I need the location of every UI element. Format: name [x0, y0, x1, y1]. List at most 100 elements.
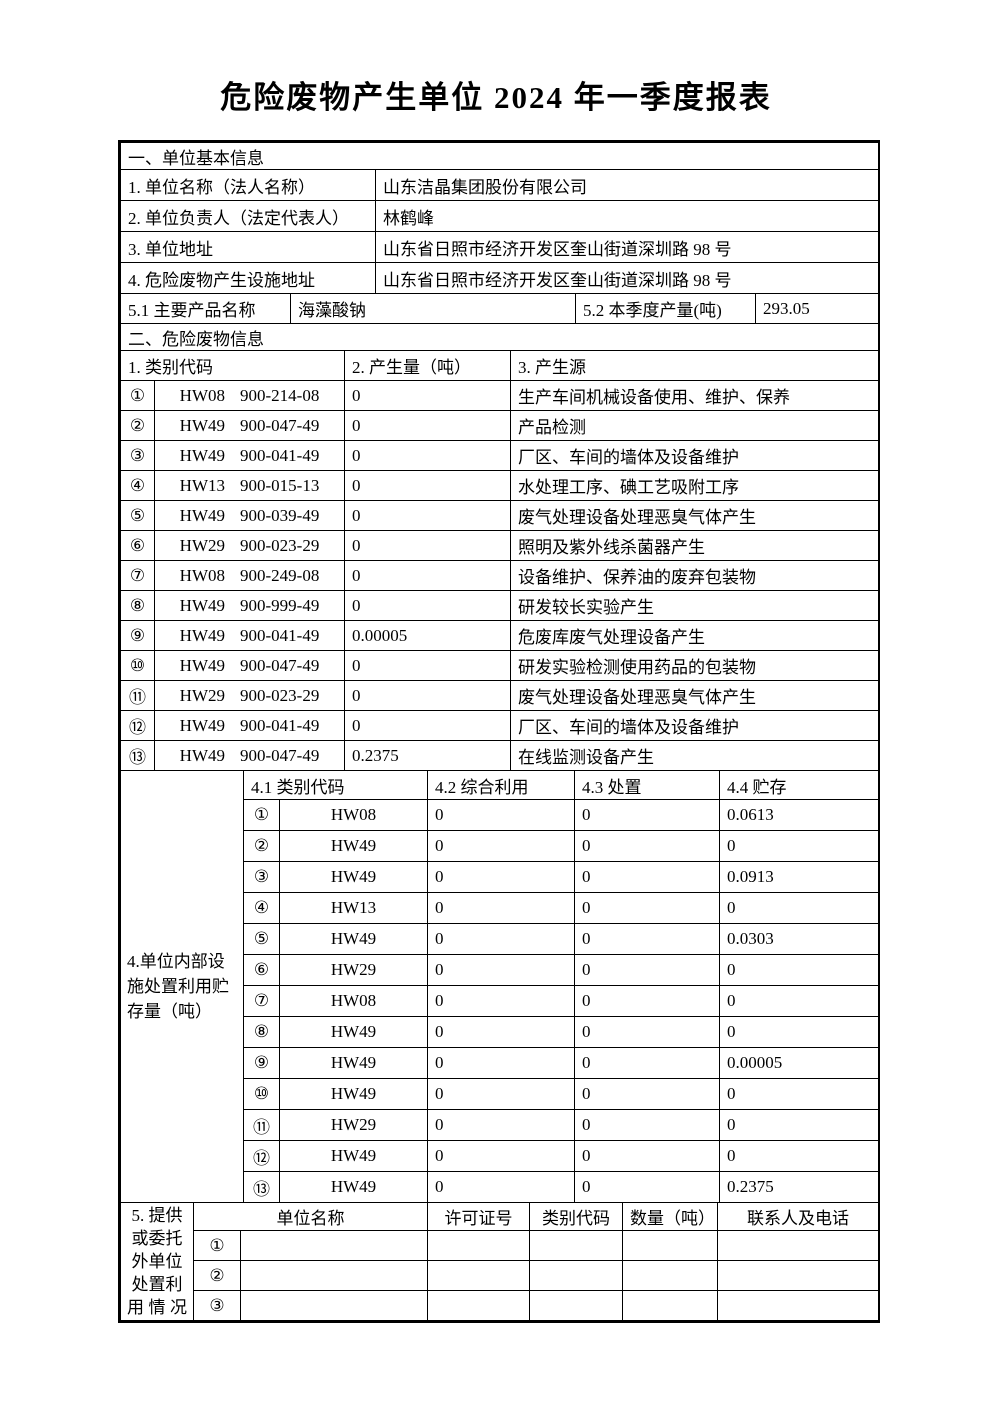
waste-source: 生产车间机械设备使用、维护、保养	[510, 380, 879, 411]
waste-amount: 0	[344, 650, 511, 681]
page-title: 危险废物产生单位 2024 年一季度报表	[220, 80, 772, 115]
quarter-output-label: 5.2 本季度产量(吨)	[575, 293, 756, 324]
hw-class: HW49	[279, 1171, 428, 1203]
waste-code: HW49 900-041-49	[154, 620, 345, 651]
row-number: ⑬	[243, 1171, 280, 1203]
category-cell	[529, 1260, 623, 1291]
code-value: 900-041-49	[240, 625, 320, 645]
waste-amount: 0	[344, 440, 511, 471]
code-value: 900-023-29	[240, 535, 320, 555]
waste-code: HW29 900-023-29	[154, 530, 345, 561]
storage-value: 0.2375	[719, 1171, 879, 1203]
waste-code: HW49 900-999-49	[154, 590, 345, 621]
waste-amount: 0	[344, 560, 511, 591]
waste-source: 废气处理设备处理恶臭气体产生	[510, 500, 879, 531]
row-number: ①	[120, 380, 155, 411]
hw-class: HW08	[279, 799, 428, 831]
storage-value: 0	[719, 1078, 879, 1110]
waste-row: ⑧ HW49 900-999-49 0 研发较长实验产生	[120, 590, 879, 621]
reuse-value: 0	[427, 1078, 575, 1110]
hw-class: HW49	[179, 715, 225, 735]
storage-value: 0	[719, 1140, 879, 1172]
section1-header: 一、单位基本信息	[120, 142, 879, 170]
unit-name-value: 山东洁晶集团股份有限公司	[375, 169, 879, 201]
disposal-row: ⑩ HW49 0 0 0	[121, 1078, 879, 1110]
hw-class: HW49	[179, 745, 225, 765]
section4-label: 4.单位内部设施处置利用贮存量（吨）	[120, 770, 244, 1203]
unit-address-value: 山东省日照市经济开发区奎山街道深圳路 98 号	[375, 231, 879, 263]
dispose-value: 0	[574, 1016, 720, 1048]
dispose-value: 0	[574, 1140, 720, 1172]
table-row: 3. 单位地址 山东省日照市经济开发区奎山街道深圳路 98 号	[120, 231, 879, 263]
storage-value: 0.0913	[719, 861, 879, 893]
dispose-value: 0	[574, 1109, 720, 1141]
waste-source: 水处理工序、碘工艺吸附工序	[510, 470, 879, 501]
hw-class: HW49	[179, 655, 225, 675]
row-number: ④	[243, 892, 280, 924]
row-number: ⑥	[243, 954, 280, 986]
dispose-value: 0	[574, 1047, 720, 1079]
row-number: ⑧	[243, 1016, 280, 1048]
row-number: ①	[243, 799, 280, 831]
waste-amount: 0.2375	[344, 740, 511, 771]
unit-name-cell	[240, 1290, 428, 1321]
col-header-code: 1. 类别代码	[120, 350, 345, 381]
hw-class: HW49	[279, 861, 428, 893]
col-header-amount: 2. 产生量（吨）	[344, 350, 511, 381]
storage-value: 0	[719, 985, 879, 1017]
quantity-cell	[622, 1260, 718, 1291]
category-cell	[529, 1290, 623, 1321]
hw-class: HW13	[279, 892, 428, 924]
waste-source: 在线监测设备产生	[510, 740, 879, 771]
row-number: ②	[193, 1260, 241, 1291]
waste-code: HW08 900-214-08	[154, 380, 345, 411]
report-table: 一、单位基本信息 1. 单位名称（法人名称） 山东洁晶集团股份有限公司 2. 单…	[118, 140, 880, 1323]
col-header-code41: 4.1 类别代码	[243, 770, 428, 800]
waste-amount: 0	[344, 470, 511, 501]
section1-header-row: 一、单位基本信息	[120, 142, 879, 170]
waste-code: HW13 900-015-13	[154, 470, 345, 501]
product-name-label: 5.1 主要产品名称	[120, 293, 291, 324]
row-number: ⑨	[120, 620, 155, 651]
code-value: 900-047-49	[240, 745, 320, 765]
contact-cell	[717, 1230, 879, 1261]
unit-name-cell	[240, 1260, 428, 1291]
hw-class: HW49	[279, 1140, 428, 1172]
row-number: ⑩	[120, 650, 155, 681]
code-value: 900-023-29	[240, 685, 320, 705]
hw-class: HW49	[179, 625, 225, 645]
storage-value: 0	[719, 830, 879, 862]
row-number: ⑬	[120, 740, 155, 771]
waste-row: ④ HW13 900-015-13 0 水处理工序、碘工艺吸附工序	[120, 470, 879, 501]
waste-code: HW49 900-047-49	[154, 740, 345, 771]
reuse-value: 0	[427, 830, 575, 862]
storage-value: 0	[719, 954, 879, 986]
reuse-value: 0	[427, 1016, 575, 1048]
waste-row: ⑤ HW49 900-039-49 0 废气处理设备处理恶臭气体产生	[120, 500, 879, 531]
dispose-value: 0	[574, 954, 720, 986]
waste-row: ⑪ HW29 900-023-29 0 废气处理设备处理恶臭气体产生	[120, 680, 879, 711]
waste-source: 厂区、车间的墙体及设备维护	[510, 710, 879, 741]
unit-head-value: 林鹤峰	[375, 200, 879, 232]
external-row: ③	[121, 1290, 879, 1321]
row-number: ⑧	[120, 590, 155, 621]
row-number: ③	[243, 861, 280, 893]
facility-address-value: 山东省日照市经济开发区奎山街道深圳路 98 号	[375, 262, 879, 294]
waste-row: ⑩ HW49 900-047-49 0 研发实验检测使用药品的包装物	[120, 650, 879, 681]
waste-code: HW29 900-023-29	[154, 680, 345, 711]
hw-class: HW29	[179, 535, 225, 555]
reuse-value: 0	[427, 954, 575, 986]
hw-class: HW49	[279, 1078, 428, 1110]
waste-source: 产品检测	[510, 410, 879, 441]
quantity-cell	[622, 1290, 718, 1321]
waste-amount: 0	[344, 380, 511, 411]
waste-source: 研发较长实验产生	[510, 590, 879, 621]
code-value: 900-015-13	[240, 475, 320, 495]
col-header-reuse: 4.2 综合利用	[427, 770, 575, 800]
hw-class: HW49	[279, 1016, 428, 1048]
waste-row: ⑦ HW08 900-249-08 0 设备维护、保养油的废弃包装物	[120, 560, 879, 591]
contact-cell	[717, 1290, 879, 1321]
disposal-row: ⑧ HW49 0 0 0	[121, 1016, 879, 1048]
row-number: ⑩	[243, 1078, 280, 1110]
table-row: 5.1 主要产品名称 海藻酸钠 5.2 本季度产量(吨) 293.05	[120, 293, 879, 324]
